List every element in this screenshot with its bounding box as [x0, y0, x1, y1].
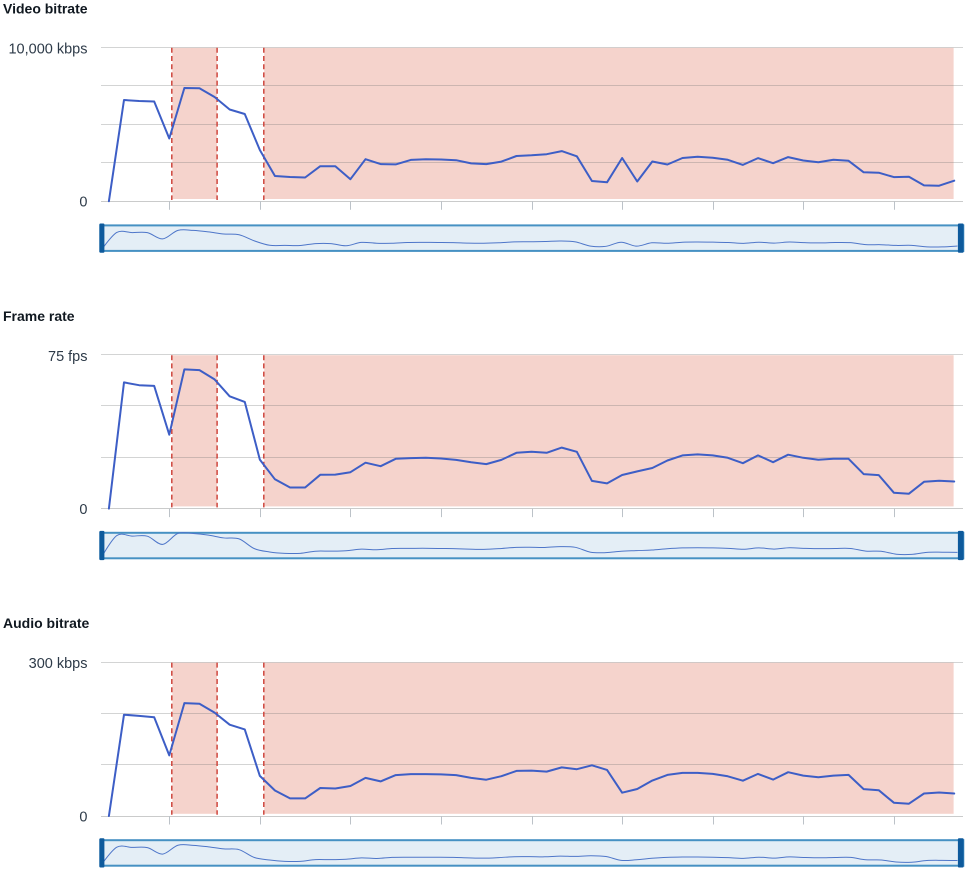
svg-text:Frame rate: Frame rate: [3, 308, 75, 324]
svg-text:Video bitrate: Video bitrate: [3, 0, 88, 16]
svg-text:75 fps: 75 fps: [48, 349, 88, 365]
svg-text:300 kbps: 300 kbps: [29, 656, 88, 672]
svg-text:0: 0: [79, 809, 87, 825]
svg-text:0: 0: [79, 195, 87, 211]
svg-text:10,000 kbps: 10,000 kbps: [8, 41, 87, 57]
svg-text:0: 0: [79, 502, 87, 518]
svg-text:Audio bitrate: Audio bitrate: [3, 615, 90, 631]
